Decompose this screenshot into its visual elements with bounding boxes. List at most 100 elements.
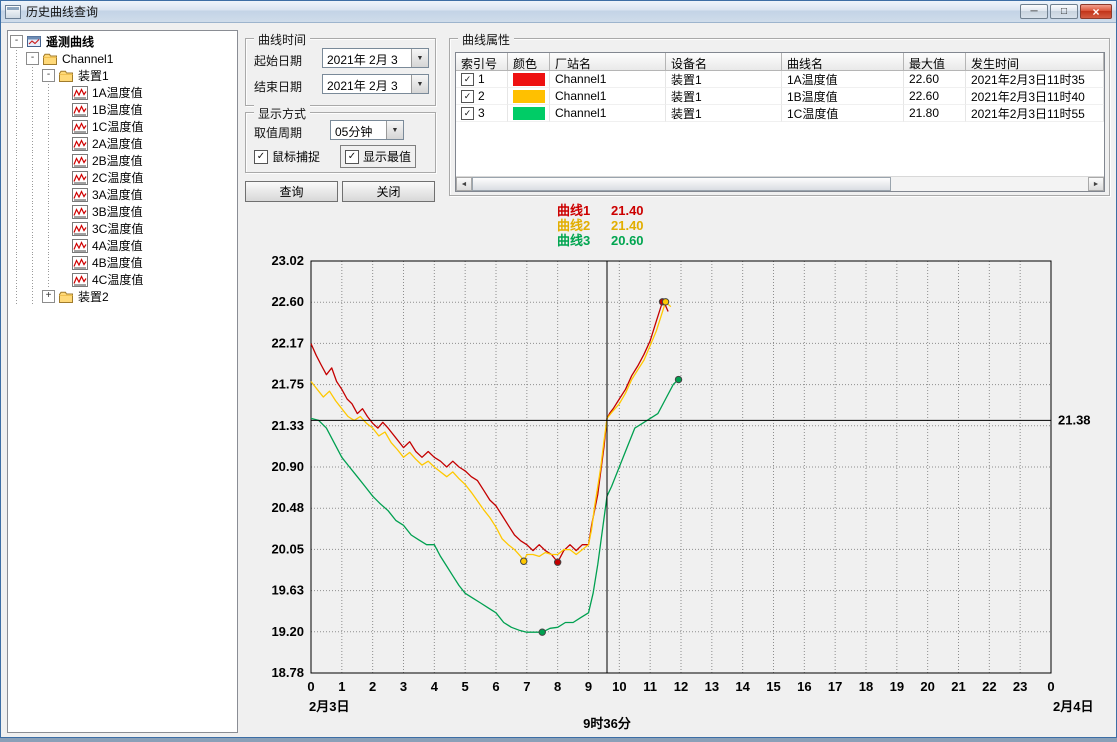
- chevron-down-icon[interactable]: ▼: [386, 121, 403, 139]
- end-date-value: 2021年 2月 3: [323, 75, 411, 93]
- curve-color-swatch: [513, 73, 545, 86]
- y-axis-tick-label: 22.60: [271, 294, 304, 309]
- tree-node[interactable]: 4A温度值: [8, 237, 237, 254]
- collapse-icon[interactable]: -: [42, 69, 55, 82]
- checkbox-checked-icon: ✓: [254, 150, 268, 164]
- x-axis-tick-label: 11: [643, 679, 657, 694]
- root-icon: [26, 35, 43, 49]
- color-cell: [508, 105, 550, 122]
- scroll-left-icon[interactable]: ◄: [456, 177, 472, 191]
- column-header[interactable]: 曲线名: [782, 53, 904, 71]
- curve-icon: [72, 188, 89, 202]
- tree-node[interactable]: 1B温度值: [8, 101, 237, 118]
- crosshair-value-label: 21.38: [1058, 412, 1091, 427]
- x-axis-tick-label: 23: [1013, 679, 1027, 694]
- tree-guide: [24, 152, 40, 169]
- properties-hscrollbar[interactable]: ◄ ►: [456, 176, 1104, 191]
- tree-node-label: 1B温度值: [89, 101, 146, 118]
- mouse-capture-label: 鼠标捕捉: [272, 148, 320, 165]
- curve-icon: [72, 239, 89, 253]
- table-row[interactable]: ✓3Channel1装置11C温度值21.802021年2月3日11时55: [456, 105, 1104, 122]
- row-checkbox[interactable]: ✓: [461, 73, 474, 86]
- close-button[interactable]: ×: [1080, 4, 1112, 19]
- x-axis-tick-label: 16: [797, 679, 811, 694]
- curve-color-swatch: [513, 107, 545, 120]
- column-header[interactable]: 最大值: [904, 53, 966, 71]
- max-value-cell: 22.60: [904, 88, 966, 105]
- tree-node[interactable]: 2C温度值: [8, 169, 237, 186]
- curve-time-group-title: 曲线时间: [254, 31, 310, 48]
- minimize-button[interactable]: ─: [1020, 4, 1048, 19]
- tree-node-label: Channel1: [59, 52, 116, 66]
- row-checkbox[interactable]: ✓: [461, 107, 474, 120]
- end-date-select[interactable]: 2021年 2月 3 ▼: [322, 74, 429, 94]
- window-controls: ─ □ ×: [1020, 4, 1112, 19]
- tree-node[interactable]: 1A温度值: [8, 84, 237, 101]
- color-cell: [508, 71, 550, 88]
- scrollbar-thumb[interactable]: [472, 177, 891, 191]
- tree-node-label: 1C温度值: [89, 118, 146, 135]
- tree-node-label: 4A温度值: [89, 237, 146, 254]
- tree-node[interactable]: 2B温度值: [8, 152, 237, 169]
- x-axis-tick-label: 2: [369, 679, 376, 694]
- query-button[interactable]: 查询: [245, 181, 338, 202]
- close-dialog-button[interactable]: 关闭: [342, 181, 435, 202]
- column-header[interactable]: 设备名: [666, 53, 782, 71]
- tree-node[interactable]: 4C温度值: [8, 271, 237, 288]
- y-axis-tick-label: 20.48: [271, 500, 304, 515]
- tree-guide: [40, 203, 56, 220]
- tree-node[interactable]: 4B温度值: [8, 254, 237, 271]
- start-date-select[interactable]: 2021年 2月 3 ▼: [322, 48, 429, 68]
- tree-guide: [40, 237, 56, 254]
- series-line: [311, 302, 668, 562]
- scrollbar-track[interactable]: [472, 177, 1088, 191]
- maximize-button[interactable]: □: [1050, 4, 1078, 19]
- tree-node[interactable]: 3B温度值: [8, 203, 237, 220]
- chevron-down-icon[interactable]: ▼: [411, 75, 428, 93]
- column-header[interactable]: 索引号: [456, 53, 508, 71]
- tree-node[interactable]: 2A温度值: [8, 135, 237, 152]
- collapse-icon[interactable]: -: [10, 35, 23, 48]
- legend-item: 曲线121.40: [557, 203, 644, 218]
- column-header[interactable]: 颜色: [508, 53, 550, 71]
- row-index-cell: ✓1: [456, 71, 508, 88]
- column-header[interactable]: 厂站名: [550, 53, 666, 71]
- folder-icon: [58, 290, 75, 304]
- tree-node-label: 4B温度值: [89, 254, 146, 271]
- tree-node[interactable]: +装置2: [8, 288, 237, 305]
- collapse-icon[interactable]: -: [26, 52, 39, 65]
- series-line: [311, 380, 679, 633]
- curve-icon: [72, 137, 89, 151]
- table-row[interactable]: ✓2Channel1装置11B温度值22.602021年2月3日11时40: [456, 88, 1104, 105]
- mouse-capture-checkbox[interactable]: ✓ 鼠标捕捉: [254, 148, 320, 165]
- tree-node[interactable]: -遥测曲线: [8, 33, 237, 50]
- table-row[interactable]: ✓1Channel1装置11A温度值22.602021年2月3日11时35: [456, 71, 1104, 88]
- extreme-marker: [521, 558, 527, 564]
- tree-node[interactable]: 3A温度值: [8, 186, 237, 203]
- show-extremes-label: 显示最值: [363, 148, 411, 165]
- table-header-row: 索引号颜色厂站名设备名曲线名最大值发生时间: [456, 53, 1104, 71]
- curve-icon: [72, 256, 89, 270]
- sample-period-select[interactable]: 05分钟 ▼: [330, 120, 404, 140]
- tree-node[interactable]: -装置1: [8, 67, 237, 84]
- x-axis-tick-label: 4: [431, 679, 439, 694]
- tree-node-label: 1A温度值: [89, 84, 146, 101]
- tree-node[interactable]: 1C温度值: [8, 118, 237, 135]
- scroll-right-icon[interactable]: ►: [1088, 177, 1104, 191]
- show-extremes-checkbox[interactable]: ✓ 显示最值: [340, 145, 416, 168]
- folder-icon: [58, 69, 75, 83]
- tree-guide: [24, 169, 40, 186]
- tree-node[interactable]: 3C温度值: [8, 220, 237, 237]
- tree-guide: [8, 101, 24, 118]
- curve-name-cell: 1C温度值: [782, 105, 904, 122]
- expand-icon[interactable]: +: [42, 290, 55, 303]
- column-header[interactable]: 发生时间: [966, 53, 1104, 71]
- tree-node-label: 3B温度值: [89, 203, 146, 220]
- tree-node-label: 4C温度值: [89, 271, 146, 288]
- tree-node[interactable]: - Channel1: [8, 50, 237, 67]
- curve-color-swatch: [513, 90, 545, 103]
- x-axis-tick-label: 18: [859, 679, 873, 694]
- chevron-down-icon[interactable]: ▼: [411, 49, 428, 67]
- row-checkbox[interactable]: ✓: [461, 90, 474, 103]
- tree-guide: [8, 50, 24, 67]
